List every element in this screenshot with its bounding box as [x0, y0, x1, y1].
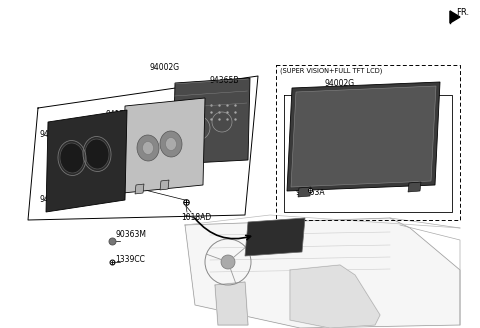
- Text: FR.: FR.: [456, 8, 469, 17]
- Polygon shape: [173, 78, 250, 164]
- Circle shape: [221, 255, 235, 269]
- Polygon shape: [185, 218, 460, 328]
- Text: 94363A: 94363A: [40, 195, 70, 204]
- Polygon shape: [245, 218, 305, 256]
- Polygon shape: [450, 11, 460, 23]
- Polygon shape: [298, 187, 311, 197]
- Ellipse shape: [137, 135, 159, 161]
- Text: 94363A: 94363A: [295, 188, 324, 197]
- Text: 1339CC: 1339CC: [115, 255, 145, 264]
- Polygon shape: [46, 110, 127, 212]
- Ellipse shape: [166, 137, 177, 151]
- Ellipse shape: [143, 141, 154, 154]
- Text: 94120A: 94120A: [105, 110, 134, 119]
- Polygon shape: [135, 184, 144, 194]
- Ellipse shape: [60, 143, 84, 173]
- Text: 94002G: 94002G: [150, 63, 180, 72]
- Text: 94002G: 94002G: [325, 79, 355, 88]
- Text: 94365B: 94365B: [210, 76, 240, 85]
- Polygon shape: [287, 82, 440, 191]
- Polygon shape: [291, 86, 436, 187]
- Polygon shape: [123, 98, 205, 193]
- Text: (SUPER VISION+FULL TFT LCD): (SUPER VISION+FULL TFT LCD): [280, 67, 383, 73]
- Polygon shape: [408, 182, 421, 192]
- Ellipse shape: [85, 139, 109, 169]
- Polygon shape: [160, 180, 169, 190]
- Text: 90363M: 90363M: [115, 230, 146, 239]
- Polygon shape: [290, 265, 380, 328]
- Text: 94360D: 94360D: [40, 130, 70, 139]
- Polygon shape: [215, 282, 248, 325]
- Text: 1018AD: 1018AD: [181, 213, 211, 222]
- Ellipse shape: [160, 131, 182, 157]
